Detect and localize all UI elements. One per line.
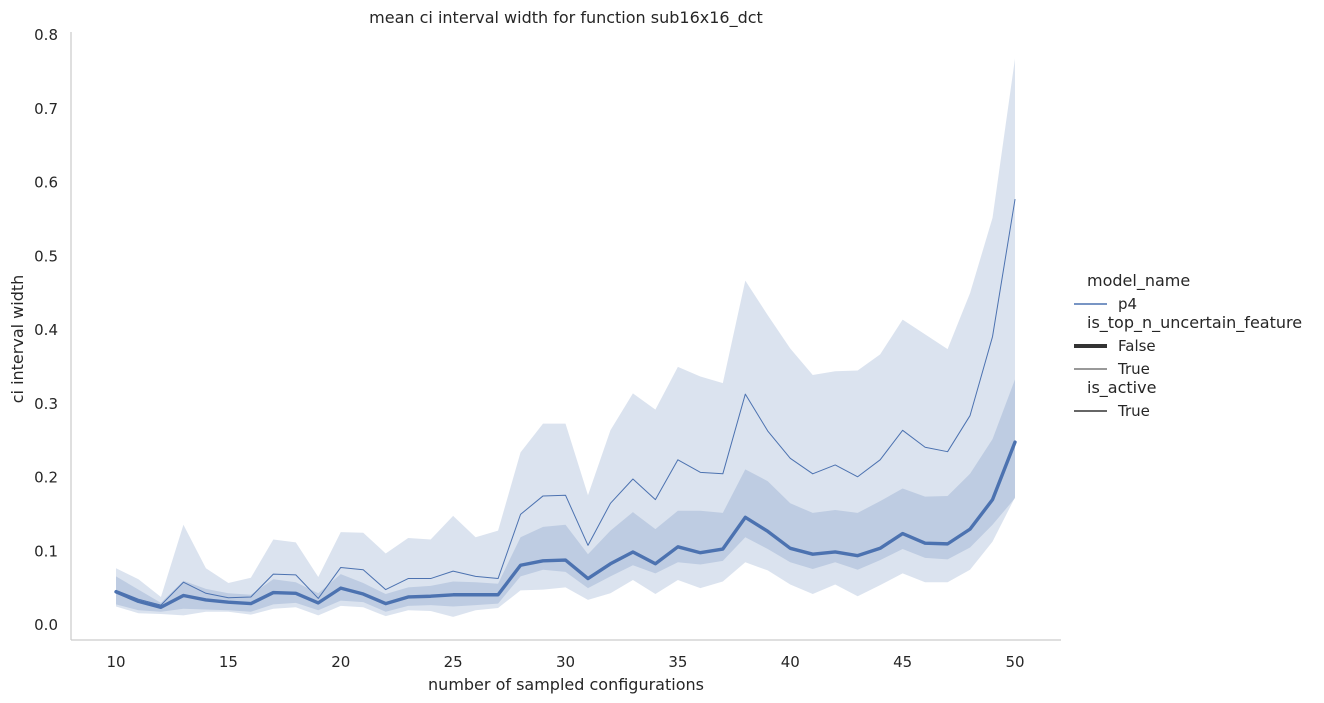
ci-band-false	[116, 379, 1015, 612]
x-tick-label: 40	[781, 653, 800, 671]
legend-heading: is_active	[1087, 378, 1156, 398]
chart-title: mean ci interval width for function sub1…	[369, 8, 763, 28]
y-tick-label: 0.1	[34, 542, 58, 560]
y-axis-ticks: 0.0 0.1 0.2 0.3 0.4 0.5 0.6 0.7 0.8	[34, 26, 58, 634]
y-tick-label: 0.2	[34, 469, 58, 487]
legend-heading: is_top_n_uncertain_feature	[1087, 313, 1302, 333]
ci-band-true	[116, 58, 1015, 617]
y-tick-label: 0.6	[34, 174, 58, 192]
series-line-false	[114, 440, 1017, 609]
x-tick-label: 10	[106, 653, 125, 671]
legend-label: True	[1117, 360, 1150, 378]
y-tick-label: 0.0	[34, 616, 58, 634]
legend-label: False	[1118, 337, 1156, 355]
x-tick-label: 15	[219, 653, 238, 671]
y-tick-label: 0.8	[34, 26, 58, 44]
y-tick-label: 0.3	[34, 395, 58, 413]
x-axis-ticks: 10 15 20 25 30 35 40 45 50	[106, 653, 1024, 671]
x-axis-title: number of sampled configurations	[428, 675, 704, 694]
legend-label: p4	[1118, 295, 1137, 313]
y-axis-title: ci interval width	[8, 275, 27, 404]
x-tick-label: 35	[668, 653, 687, 671]
series-lines	[114, 198, 1017, 609]
ci-bands	[116, 58, 1015, 617]
legend-heading: model_name	[1087, 271, 1190, 291]
x-tick-label: 25	[444, 653, 463, 671]
x-tick-label: 45	[893, 653, 912, 671]
y-tick-label: 0.4	[34, 321, 58, 339]
x-tick-label: 30	[556, 653, 575, 671]
legend-label: True	[1117, 402, 1150, 420]
x-tick-label: 50	[1005, 653, 1024, 671]
series-line-true	[115, 198, 1016, 606]
y-tick-label: 0.7	[34, 100, 58, 118]
y-tick-label: 0.5	[34, 247, 58, 265]
x-tick-label: 20	[331, 653, 350, 671]
